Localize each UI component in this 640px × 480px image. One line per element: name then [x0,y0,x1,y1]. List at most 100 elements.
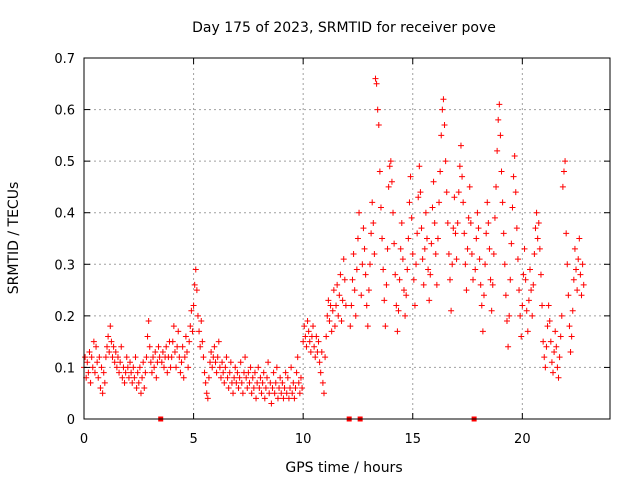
data-point [105,333,112,340]
data-point [135,379,142,386]
data-point [257,374,264,381]
gridlines [84,58,610,419]
data-point [463,287,470,294]
chart-title: Day 175 of 2023, SRMTID for receiver pov… [192,20,496,36]
data-point [336,292,343,299]
data-point [531,250,538,257]
data-point [274,395,281,402]
data-point [324,312,331,319]
data-point [475,225,482,232]
data-point [377,204,384,211]
data-point [145,318,152,325]
data-point [306,338,313,345]
data-point [541,354,548,361]
data-point [131,374,138,381]
data-point [373,80,380,87]
data-point [387,158,394,165]
data-point [356,209,363,216]
data-point [452,230,459,237]
data-point [319,379,326,386]
data-point [300,338,307,345]
data-point [222,364,229,371]
data-point [382,323,389,330]
data-point [250,385,257,392]
data-point [477,281,484,288]
data-point [488,307,495,314]
data-point [173,364,180,371]
data-point [235,385,242,392]
data-point [188,307,195,314]
data-point [540,338,547,345]
data-point [140,359,147,366]
data-point [508,240,515,247]
data-point [338,318,345,325]
data-point [85,369,92,376]
data-point [175,328,182,335]
data-point [449,261,456,268]
data-point [509,204,516,211]
data-point [194,312,201,319]
data-point [380,266,387,273]
data-point [205,374,212,381]
y-tick-label: 0.5 [54,155,75,170]
data-point [400,287,407,294]
data-point [417,189,424,196]
data-point [236,374,243,381]
data-point [202,379,209,386]
y-tick-labels: 0 0.1 0.2 0.3 0.4 0.5 0.6 0.7 [54,52,75,428]
data-point [270,369,277,376]
data-point [147,359,154,366]
data-point [296,390,303,397]
data-point [297,374,304,381]
data-point [407,173,414,180]
data-point [415,194,422,201]
data-point [423,235,430,242]
data-point [506,312,513,319]
y-tick-label: 0.6 [54,104,75,119]
data-point [276,385,283,392]
data-point [203,390,210,397]
data-point [277,374,284,381]
data-point [302,333,309,340]
data-point [441,122,448,129]
data-point [367,261,374,268]
data-point [155,343,162,350]
data-point [272,379,279,386]
data-point [214,354,221,361]
data-point [189,328,196,335]
data-point [271,390,278,397]
data-point [358,292,365,299]
data-point [198,318,205,325]
data-point [113,364,120,371]
data-point [418,225,425,232]
data-point [313,333,320,340]
data-point [467,220,474,227]
data-point [450,225,457,232]
data-point [134,369,141,376]
data-point [518,333,525,340]
data-point [142,369,149,376]
data-point [507,276,514,283]
data-point [238,379,245,386]
data-point [284,374,291,381]
data-point [208,348,215,355]
data-point [294,354,301,361]
data-point [413,261,420,268]
data-point [426,297,433,304]
data-point [260,369,267,376]
data-point [337,271,344,278]
data-point [554,364,561,371]
data-point [87,379,94,386]
data-point [498,168,505,175]
data-point [153,374,160,381]
data-point [502,292,509,299]
data-point [573,266,580,273]
data-point [88,354,95,361]
data-point [98,364,105,371]
data-point [258,390,265,397]
data-point [479,328,486,335]
data-point [310,323,317,330]
data-point [575,256,582,263]
data-point [251,369,258,376]
data-point [159,348,166,355]
